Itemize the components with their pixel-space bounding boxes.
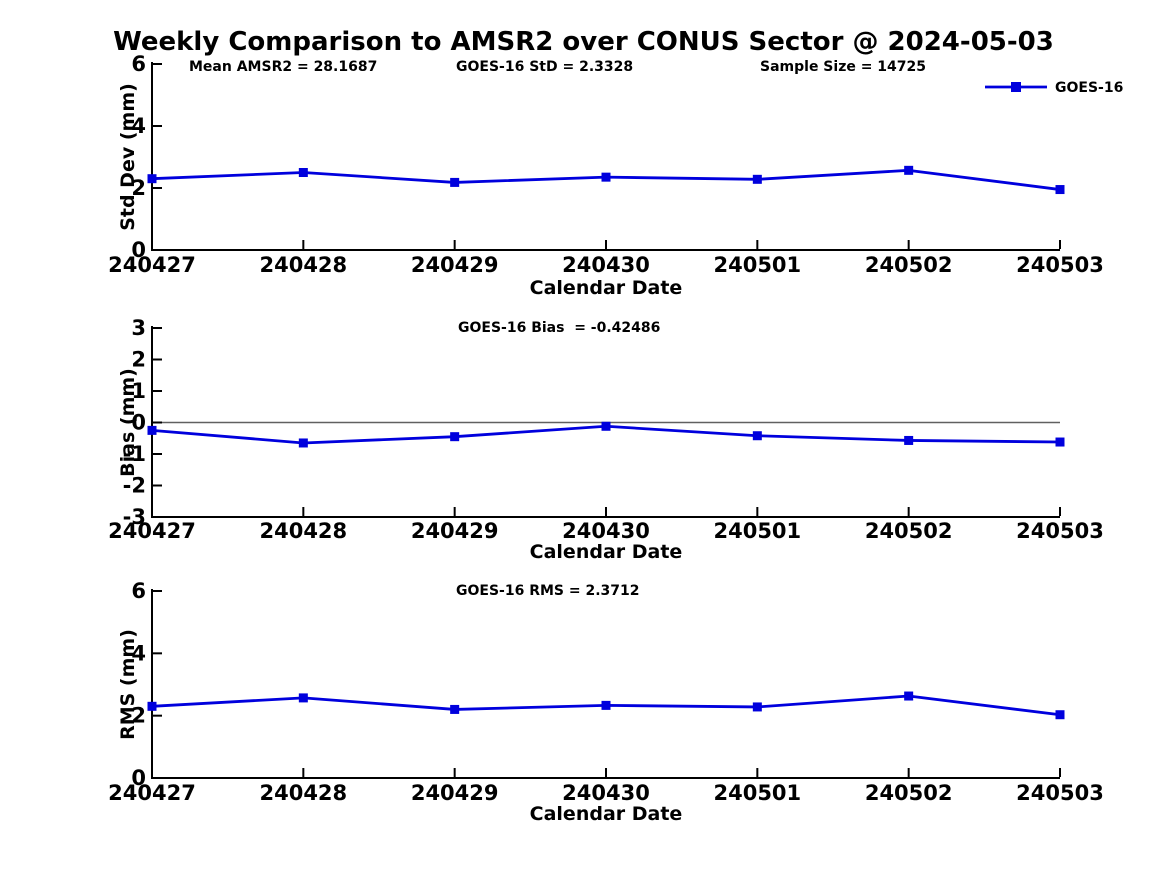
x-tick-label: 240430 xyxy=(562,519,650,543)
legend-square-marker-icon xyxy=(1011,82,1021,92)
x-axis-title: Calendar Date xyxy=(530,277,683,299)
legend-label: GOES-16 xyxy=(1055,80,1123,96)
data-point-marker xyxy=(1055,185,1065,195)
y-tick-label: 3 xyxy=(131,316,146,340)
x-tick-label: 240503 xyxy=(1016,519,1104,543)
x-tick-label: 240430 xyxy=(562,781,650,805)
annotation: GOES-16 Bias = -0.42486 xyxy=(458,320,660,336)
data-point-marker xyxy=(450,704,460,714)
y-tick-label: 4 xyxy=(131,641,146,665)
legend: GOES-16 xyxy=(985,80,1123,96)
data-point-marker xyxy=(450,432,460,442)
y-tick-label: 2 xyxy=(131,348,146,372)
x-tick-label: 240503 xyxy=(1016,253,1104,277)
data-point-marker xyxy=(1055,710,1065,720)
subplot-std-dev: 0 2 4 6 240427 240428 240429 240430 240501 240502… xyxy=(108,52,1123,299)
x-tick-label: 240429 xyxy=(411,781,499,805)
x-tick-label: 240501 xyxy=(713,519,801,543)
x-tick-label: 240501 xyxy=(713,781,801,805)
annotation: Mean AMSR2 = 28.1687 xyxy=(189,59,377,75)
data-point-marker xyxy=(147,425,157,435)
data-point-marker xyxy=(298,693,308,703)
x-tick-label: 240428 xyxy=(259,253,347,277)
data-point-marker xyxy=(450,177,460,187)
y-tick-label: -1 xyxy=(123,442,146,466)
y-axis-title: Bias (mm) xyxy=(117,368,139,477)
x-tick-label: 240429 xyxy=(411,519,499,543)
data-point-marker xyxy=(298,168,308,177)
data-point-marker xyxy=(1055,437,1065,447)
x-tick-label: 240427 xyxy=(108,253,196,277)
x-tick-label: 240502 xyxy=(865,781,953,805)
data-point-marker xyxy=(904,165,914,175)
x-axis-title: Calendar Date xyxy=(530,541,683,563)
data-point-marker xyxy=(752,431,762,441)
x-axis-title: Calendar Date xyxy=(530,803,683,825)
y-tick-label: 0 xyxy=(131,238,146,262)
y-axis-title: RMS (mm) xyxy=(117,629,139,740)
x-tick-label: 240427 xyxy=(108,519,196,543)
subplot-rms: 0 2 4 6 240427 240428 240429 240430 240501 240502… xyxy=(108,579,1104,825)
annotation: Sample Size = 14725 xyxy=(760,59,926,75)
x-tick-label: 240430 xyxy=(562,253,650,277)
annotation: GOES-16 StD = 2.3328 xyxy=(456,59,633,75)
data-point-marker xyxy=(601,700,611,710)
y-tick-label: 6 xyxy=(131,52,146,76)
y-tick-label: 1 xyxy=(131,379,146,403)
data-point-marker xyxy=(147,174,157,184)
page-title: Weekly Comparison to AMSR2 over CONUS Se… xyxy=(113,27,1054,57)
data-point-marker xyxy=(904,691,914,701)
y-tick-label: 6 xyxy=(131,579,146,603)
x-tick-label: 240503 xyxy=(1016,781,1104,805)
x-tick-label: 240501 xyxy=(713,253,801,277)
data-point-marker xyxy=(601,172,611,182)
y-tick-label: 2 xyxy=(131,176,146,200)
data-point-marker xyxy=(147,701,157,711)
annotation: GOES-16 RMS = 2.3712 xyxy=(456,583,640,599)
x-tick-label: 240429 xyxy=(411,253,499,277)
data-point-marker xyxy=(298,438,308,448)
y-tick-label: 0 xyxy=(131,766,146,790)
y-axis-title: Std Dev (mm) xyxy=(117,83,139,231)
x-tick-label: 240502 xyxy=(865,253,953,277)
data-point-marker xyxy=(904,435,914,445)
data-point-marker xyxy=(752,174,762,184)
x-tick-label: 240502 xyxy=(865,519,953,543)
x-tick-label: 240427 xyxy=(108,781,196,805)
y-tick-label: 0 xyxy=(131,411,146,435)
y-tick-label: -2 xyxy=(123,474,146,498)
data-point-marker xyxy=(601,421,611,431)
x-tick-label: 240428 xyxy=(259,781,347,805)
y-tick-label: 4 xyxy=(131,114,146,138)
x-tick-label: 240428 xyxy=(259,519,347,543)
y-tick-label: 2 xyxy=(131,704,146,728)
data-point-marker xyxy=(752,702,762,712)
y-tick-label: -3 xyxy=(123,505,146,529)
